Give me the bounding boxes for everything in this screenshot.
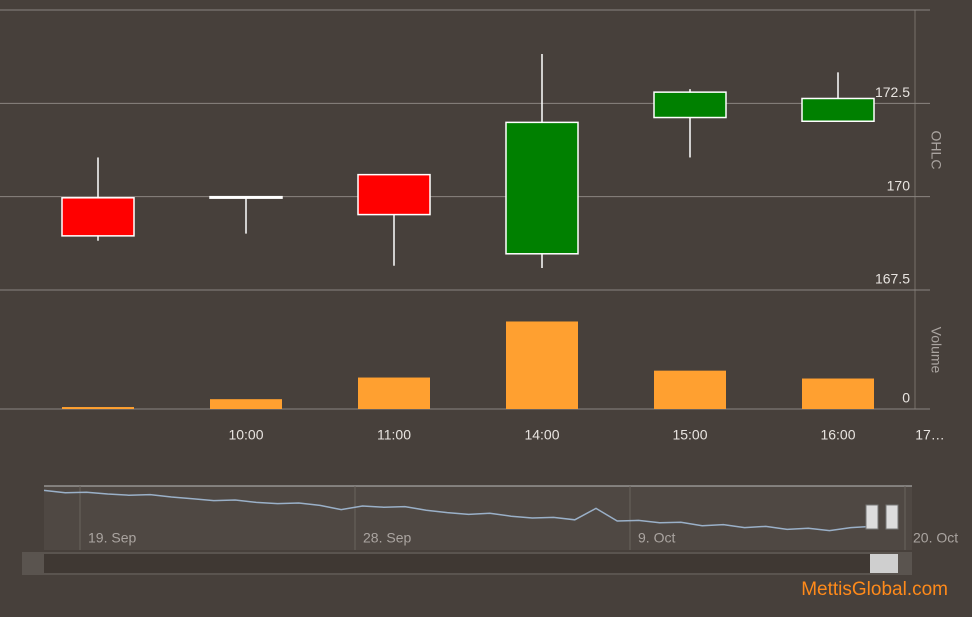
navigator-handle[interactable] (865, 504, 879, 530)
navigator-bg (44, 486, 912, 550)
candle-body (653, 91, 727, 119)
volume-bar (654, 370, 726, 409)
volume-bar (358, 377, 430, 409)
x-tick-label: 10:00 (228, 427, 263, 443)
candle-body (801, 97, 875, 123)
volume-bar (506, 321, 578, 409)
navigator-line (43, 489, 873, 532)
volume-bar (210, 399, 282, 409)
y-tick-label: 170 (887, 177, 911, 193)
y-axis-title: OHLC (928, 131, 944, 170)
navigator-label: 19. Sep (88, 530, 136, 546)
watermark: MettisGlobal.com (801, 579, 948, 600)
y-tick-label: 167.5 (875, 271, 910, 287)
x-tick-label: 17… (915, 427, 945, 443)
navigator-label: 20. Oct (913, 530, 958, 546)
volume-axis-title: Volume (928, 327, 944, 374)
volume-bar (802, 378, 874, 409)
candle-body (209, 195, 283, 199)
navigator-label: 9. Oct (638, 530, 675, 546)
candle-body (61, 197, 135, 237)
x-tick-label: 11:00 (377, 427, 411, 443)
x-tick-label: 15:00 (672, 427, 707, 443)
navigator-label: 28. Sep (363, 530, 411, 546)
y-tick-label: 172.5 (875, 84, 910, 100)
x-tick-label: 14:00 (524, 427, 559, 443)
navigator-handle[interactable] (885, 504, 899, 530)
x-tick-label: 16:00 (820, 427, 855, 443)
y-tick-label: 0 (902, 390, 910, 406)
candle-body (357, 173, 431, 216)
candle-body (505, 121, 579, 255)
scrollbar-thumb[interactable] (870, 554, 898, 573)
volume-bar (62, 407, 134, 409)
scrollbar-track (44, 554, 870, 573)
